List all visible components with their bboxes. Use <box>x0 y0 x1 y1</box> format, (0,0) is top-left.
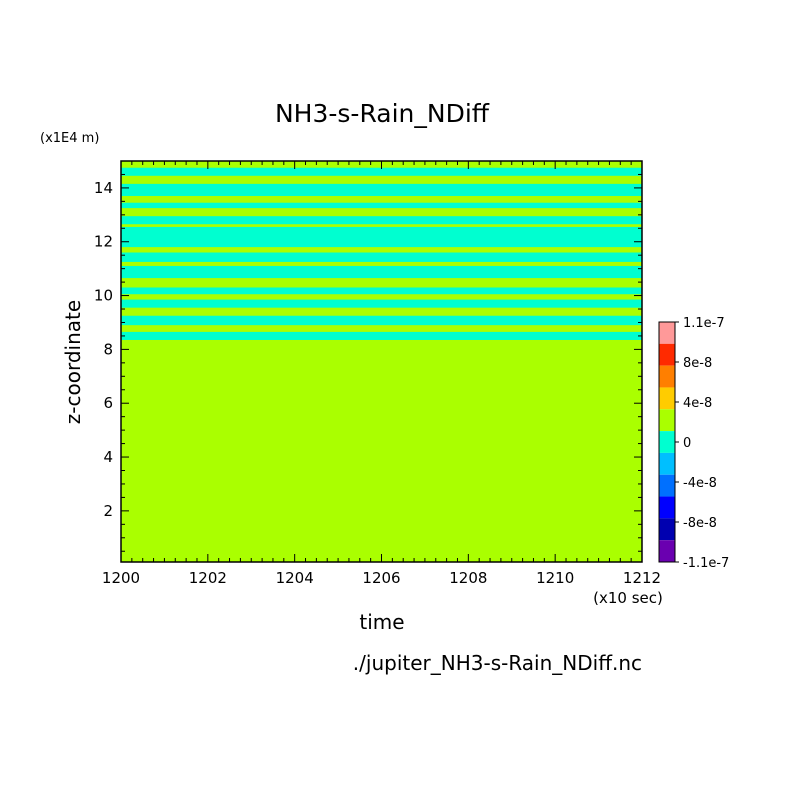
colorbar-segment <box>659 474 675 497</box>
y-tick-label: 8 <box>103 340 113 358</box>
band-5 <box>121 252 642 262</box>
source-file-label: ./jupiter_NH3-s-Rain_NDiff.nc <box>353 651 642 675</box>
x-tick-label: 1200 <box>102 569 140 587</box>
colorbar-segment <box>659 540 675 562</box>
band-2 <box>121 202 642 209</box>
x-tick-label: 1208 <box>449 569 487 587</box>
band-10 <box>121 331 642 340</box>
plot-area <box>120 160 643 563</box>
x-unit-label: (x10 sec) <box>593 589 663 607</box>
colorbar-label: 8e-8 <box>683 356 712 371</box>
x-tick-label: 1210 <box>536 569 574 587</box>
band-7 <box>121 287 642 295</box>
band-9 <box>121 315 642 326</box>
colorbar: 1.1e-7 8e-8 4e-8 0 -4e-8 -8e-8 -1.1e-7 <box>658 316 729 571</box>
colorbar-label: -4e-8 <box>683 476 717 491</box>
y-tick-label: 4 <box>103 448 113 466</box>
y-unit-label: (x1E4 m) <box>40 131 99 146</box>
x-tick-label: 1206 <box>362 569 400 587</box>
y-tick-label: 2 <box>103 502 113 520</box>
colorbar-segment <box>659 365 675 388</box>
colorbar-segment <box>659 452 675 475</box>
y-tick-label: 12 <box>94 233 113 251</box>
colorbar-segment <box>659 496 675 519</box>
colorbar-label: -8e-8 <box>683 516 717 531</box>
chart-title: NH3-s-Rain_NDiff <box>275 99 490 128</box>
x-tick-label: 1204 <box>276 569 314 587</box>
x-tick-label: 1202 <box>189 569 227 587</box>
colorbar-label: 0 <box>683 436 691 451</box>
colorbar-segment <box>659 322 675 344</box>
colorbar-segment <box>659 387 675 410</box>
y-tick-label: 6 <box>103 394 113 412</box>
x-axis-label: time <box>359 610 404 634</box>
colorbar-segment <box>659 409 675 432</box>
band-1 <box>121 183 642 196</box>
x-axis: 1200 1202 1204 1206 1208 1210 1212 <box>102 161 661 587</box>
y-axis-label: z-coordinate <box>61 300 85 424</box>
band-4 <box>121 226 642 248</box>
colorbar-label: 1.1e-7 <box>683 316 725 331</box>
band-6 <box>121 265 642 279</box>
y-tick-label: 14 <box>94 179 113 197</box>
colorbar-label: 4e-8 <box>683 396 712 411</box>
colorbar-segment <box>659 343 675 366</box>
x-tick-label: 1212 <box>623 569 661 587</box>
band-8 <box>121 299 642 308</box>
band-3 <box>121 216 642 225</box>
band-0 <box>121 167 642 176</box>
y-axis: 2 4 6 8 10 12 14 <box>94 160 642 552</box>
colorbar-segment <box>659 431 675 453</box>
colorbar-label: -1.1e-7 <box>683 556 729 571</box>
colorbar-segment <box>659 518 675 541</box>
y-tick-label: 10 <box>94 287 113 305</box>
